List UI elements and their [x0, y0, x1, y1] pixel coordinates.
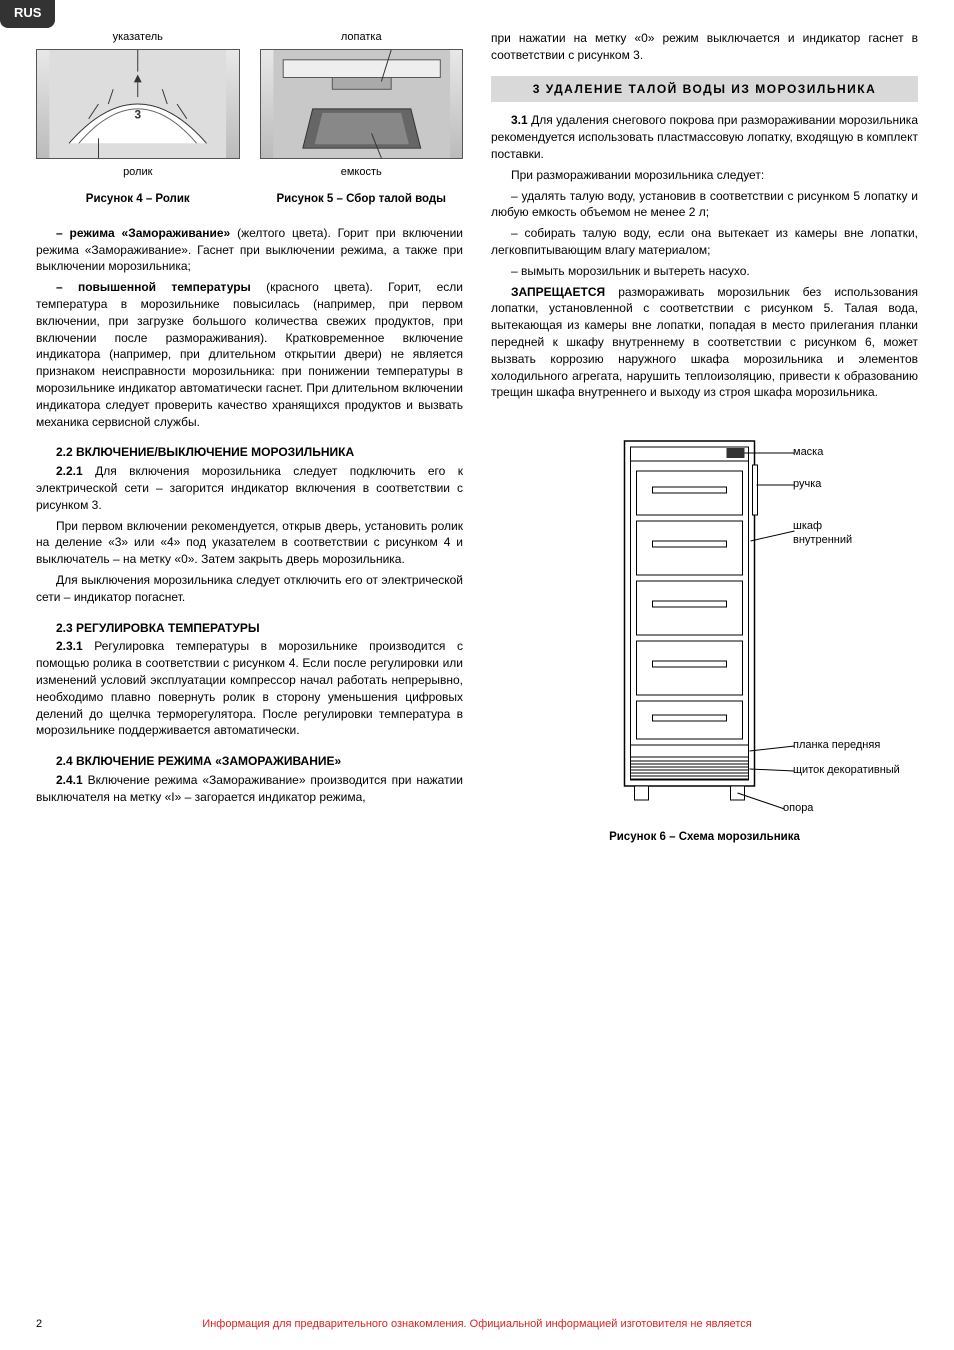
para-mode-off: при нажатии на метку «0» режим выключает… — [491, 30, 918, 64]
fig6-label-support: опора — [783, 801, 813, 816]
num-2-3-1: 2.3.1 — [56, 639, 83, 653]
bold-high-temp: – повышенной температуры — [56, 280, 251, 294]
figure-5-caption: Рисунок 5 – Сбор талой воды — [260, 191, 464, 207]
fig6-label-shield: щиток декоративный — [793, 763, 900, 778]
para-3-1: 3.1 Для удаления снегового покрова при р… — [491, 112, 918, 162]
warning-text: размораживать морозильник без использова… — [491, 285, 918, 400]
fig5-label-spatula: лопатка — [260, 30, 464, 45]
footer-disclaimer: Информация для предварительного ознакомл… — [66, 1317, 888, 1332]
fig6-label-cabinet2: внутренний — [793, 533, 852, 548]
para-2-2-1: 2.2.1 Для включения морозильника следует… — [36, 463, 463, 513]
figure-6: маска ручка шкаф внутренний планка перед… — [491, 431, 918, 845]
fig6-label-handle: ручка — [793, 477, 821, 492]
figure-4-image: 3 — [36, 49, 240, 159]
page-body: указатель 3 — [0, 0, 954, 865]
fig4-label-roller: ролик — [36, 165, 240, 180]
right-column: при нажатии на метку «0» режим выключает… — [491, 30, 918, 845]
text-2-2-1: Для включения морозильника следует подкл… — [36, 464, 463, 512]
para-2-2-first-on: При первом включении рекомендуется, откр… — [36, 518, 463, 568]
bullet-collect-water: – собирать талую воду, если она вытекает… — [491, 225, 918, 259]
figure-5: лопатка емкость Рисунок 5 – Сбор талой в… — [260, 30, 464, 207]
figure-4-caption: Рисунок 4 – Ролик — [36, 191, 240, 207]
para-2-4-1: 2.4.1 Включение режима «Замораживание» п… — [36, 772, 463, 806]
num-2-2-1: 2.2.1 — [56, 464, 83, 478]
section-2-2-title: 2.2 ВКЛЮЧЕНИЕ/ВЫКЛЮЧЕНИЕ МОРОЗИЛЬНИКА — [36, 444, 463, 461]
figure-6-image: маска ручка шкаф внутренний планка перед… — [491, 431, 918, 821]
bullet-wash: – вымыть морозильник и вытереть насухо. — [491, 263, 918, 280]
para-defrost-intro: При размораживании морозильника следует: — [491, 167, 918, 184]
para-warning: ЗАПРЕЩАЕТСЯ размораживать морозильник бе… — [491, 284, 918, 402]
para-2-2-off: Для выключения морозильника следует откл… — [36, 572, 463, 606]
figure-5-image — [260, 49, 464, 159]
section-2-4-title: 2.4 ВКЛЮЧЕНИЕ РЕЖИМА «ЗАМОРАЖИВАНИЕ» — [36, 753, 463, 770]
fig6-label-plank: планка передняя — [793, 738, 880, 753]
bold-freeze-mode: – режима «Замораживание» — [56, 226, 230, 240]
figure-4: указатель 3 — [36, 30, 240, 207]
text-3-1: Для удаления снегового покрова при размо… — [491, 113, 918, 161]
warning-bold: ЗАПРЕЩАЕТСЯ — [511, 285, 605, 299]
page-footer: 2 Информация для предварительного ознако… — [0, 1317, 954, 1332]
para-2-3-1: 2.3.1 Регулировка температуры в морозиль… — [36, 638, 463, 739]
fig4-label-pointer: указатель — [36, 30, 240, 45]
section-2-3-title: 2.3 РЕГУЛИРОВКА ТЕМПЕРАТУРЫ — [36, 620, 463, 637]
text-2-4-1: Включение режима «Замораживание» произво… — [36, 773, 463, 804]
fig4-number: 3 — [134, 109, 141, 122]
fig6-label-mask: маска — [793, 445, 823, 460]
para-high-temp: – повышенной температуры (красного цвета… — [36, 279, 463, 430]
figures-row: указатель 3 — [36, 30, 463, 207]
left-column: указатель 3 — [36, 30, 463, 845]
num-2-4-1: 2.4.1 — [56, 773, 83, 787]
text-2-3-1: Регулировка температуры в морозильнике п… — [36, 639, 463, 737]
figure-6-caption: Рисунок 6 – Схема морозильника — [491, 829, 918, 845]
num-3-1: 3.1 — [511, 113, 528, 127]
page-number: 2 — [36, 1317, 66, 1332]
para-freeze-mode: – режима «Замораживание» (желтого цвета)… — [36, 225, 463, 275]
section-3-title: 3 УДАЛЕНИЕ ТАЛОЙ ВОДЫ ИЗ МОРОЗИЛЬНИКА — [491, 76, 918, 103]
bullet-remove-water: – удалять талую воду, установив в соотве… — [491, 188, 918, 222]
language-tab: RUS — [0, 0, 55, 28]
text-high-temp: (красного цвета). Горит, если температур… — [36, 280, 463, 428]
fig5-label-container: емкость — [260, 165, 464, 180]
